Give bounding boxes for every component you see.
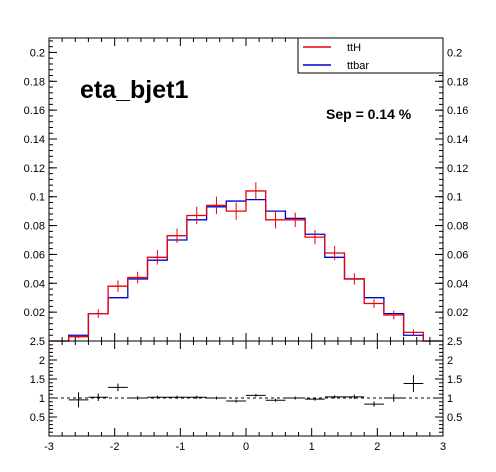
ratio-axes: 0.5 0.5 1 1 1.5 1.5 2 2 2.5 2.5 -3 -2 -1 0 1 2 3 [30,336,463,453]
main-plot-area [49,182,443,342]
legend-label-ttbar: ttbar [347,60,369,72]
histogram-line-tth [49,190,443,342]
y-tick-label-right: 0.04 [447,278,468,290]
x-tick-label: -2 [110,441,120,453]
y-tick-label-right: 0.02 [447,307,468,319]
ratio-y-tick-label-right: 2.5 [447,336,462,348]
y-tick-label-right: 0.16 [447,105,468,117]
ratio-plot-area [49,375,443,408]
x-tick-label: -3 [44,441,54,453]
x-tick-label: 1 [309,441,315,453]
x-tick-label: 3 [440,441,446,453]
ratio-y-tick-label-left: 2 [39,355,45,367]
y-tick-label-left: 0.04 [24,278,45,290]
ratio-y-tick-label-right: 1 [447,393,453,405]
y-tick-label-left: 0.12 [24,163,45,175]
y-tick-label-left: 0.14 [24,134,45,146]
x-tick-label: 0 [243,441,249,453]
histogram-line-ttbar [49,198,443,342]
legend-label-tth: ttH [347,42,361,54]
legend-box [297,37,444,74]
main-axes: 0.02 0.02 0.04 0.04 0.06 0.06 0.08 0.08 0.1 0.1 0.… [24,38,468,341]
y-tick-label-right: 0.06 [447,249,468,261]
x-tick-label: -1 [175,441,185,453]
ratio-y-tick-label-left: 2.5 [30,336,45,348]
ratio-y-tick-label-left: 1.5 [30,374,45,386]
y-tick-label-right: 0.08 [447,221,468,233]
separation-annotation: Sep = 0.14 % [326,106,412,122]
ratio-y-tick-label-left: 0.5 [30,412,45,424]
y-tick-label-left: 0.02 [24,307,45,319]
y-tick-label-left: 0.08 [24,221,45,233]
y-tick-label-left: 0.16 [24,105,45,117]
ratio-plot-frame [48,340,444,437]
chart-title: eta_bjet1 [80,76,188,104]
ratio-y-tick-label-right: 1.5 [447,374,462,386]
y-tick-label-right: 0.18 [447,76,468,88]
ratio-y-tick-label-left: 1 [39,393,45,405]
ratio-y-tick-label-right: 2 [447,355,453,367]
y-tick-label-left: 0.18 [24,76,45,88]
x-tick-label: 2 [374,441,380,453]
y-tick-label-right: 0.14 [447,134,468,146]
y-tick-label-left: 0.1 [30,192,45,204]
legend: ttH ttbar [297,37,444,74]
y-tick-label-left: 0.2 [30,47,45,59]
y-tick-label-right: 0.1 [447,192,462,204]
ratio-y-tick-label-right: 0.5 [447,412,462,424]
y-tick-label-left: 0.06 [24,249,45,261]
y-tick-label-right: 0.12 [447,163,468,175]
y-tick-label-right: 0.2 [447,47,462,59]
